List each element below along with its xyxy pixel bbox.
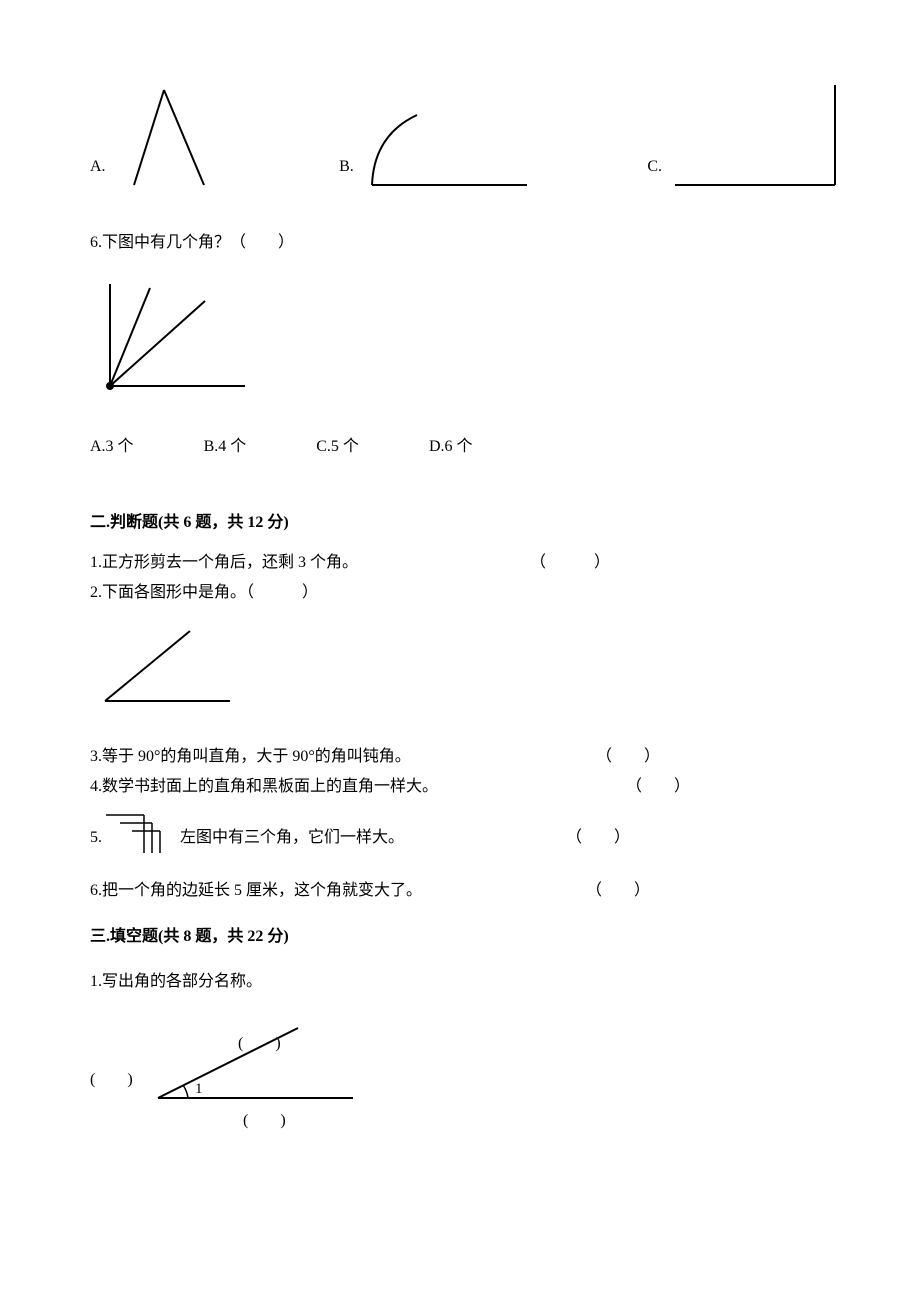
q5-label-a: A. [90,154,106,180]
s2-q3-text: 3.等于 90°的角叫直角，大于 90°的角叫钝角。 [90,744,411,770]
q6-text: 6.下图中有几个角？（ ） [90,230,840,256]
section3-title: 三.填空题(共 8 题，共 22 分) [90,924,840,950]
s2-q6-text: 6.把一个角的边延长 5 厘米，这个角就变大了。 [90,878,422,904]
s2-q2-text: 2.下面各图形中是角。（ ） [90,580,840,606]
svg-text:( ): ( ) [238,1035,281,1052]
s2-q5-figure [102,809,172,866]
q5-options-row: A. B. C. [90,80,840,190]
s2-q4: 4.数学书封面上的直角和黑板面上的直角一样大。 （ ） [90,774,690,800]
svg-text:1: 1 [195,1081,203,1097]
s2-q6: 6.把一个角的边延长 5 厘米，这个角就变大了。 （ ） [90,878,650,904]
q6-options: A.3 个 B.4 个 C.5 个 D.6 个 [90,434,840,460]
q5-option-a: A. [90,80,224,190]
s2-q1: 1.正方形剪去一个角后，还剩 3 个角。 （ ） [90,550,610,576]
q5-figure-c [670,80,840,190]
s3-q1-vertex-label: ( ) [90,1067,133,1093]
q5-option-b: B. [339,110,532,190]
s2-q3-paren: （ ） [556,744,660,770]
q6-option-d: D.6 个 [429,434,473,460]
q5-option-c: C. [647,80,840,190]
s3-q1-text: 1.写出角的各部分名称。 [90,969,840,995]
q6-option-c: C.5 个 [316,434,359,460]
s3-q1-figure-wrap: ( ) 1 ( ) ( ) [90,1020,840,1140]
s2-q5-text: 左图中有三个角，它们一样大。 [180,825,404,851]
s2-q5-num: 5. [90,825,102,851]
s2-q5: 5. 左图中有三个角，它们一样大。 （ ） [90,809,630,866]
s2-q2-figure [90,621,840,720]
svg-text:( ): ( ) [243,1112,286,1129]
q6-option-b: B.4 个 [204,434,247,460]
s2-q4-paren: （ ） [586,774,690,800]
s2-q3: 3.等于 90°的角叫直角，大于 90°的角叫钝角。 （ ） [90,744,660,770]
s2-q5-paren: （ ） [526,825,630,851]
section2-title: 二.判断题(共 6 题，共 12 分) [90,510,840,536]
s2-q4-text: 4.数学书封面上的直角和黑板面上的直角一样大。 [90,774,438,800]
s2-q1-paren: （ ） [490,550,610,576]
s2-q1-text: 1.正方形剪去一个角后，还剩 3 个角。 [90,550,358,576]
s3-q1-figure: 1 ( ) ( ) [143,1020,373,1140]
q6-figure [90,276,840,405]
q5-label-b: B. [339,154,354,180]
q5-label-c: C. [647,154,662,180]
q5-figure-b [362,110,532,190]
s2-q6-paren: （ ） [546,878,650,904]
q6-option-a: A.3 个 [90,434,134,460]
q5-figure-a [114,80,224,190]
